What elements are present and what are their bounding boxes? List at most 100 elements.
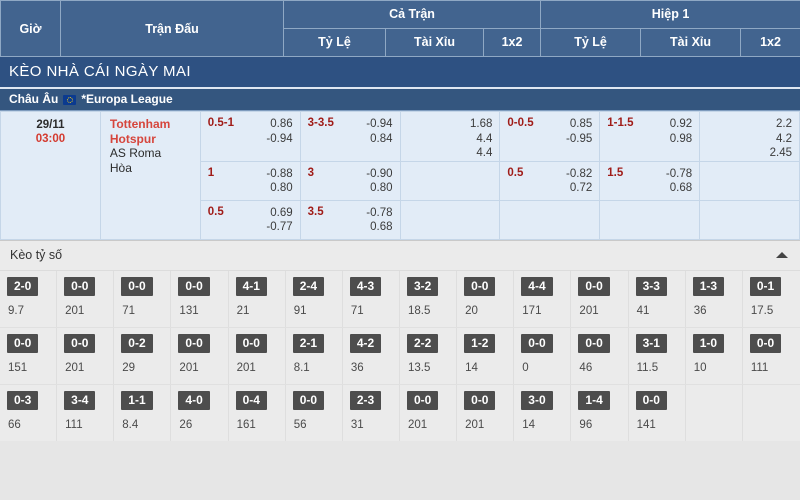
correct-score-cell[interactable]: 4-1 21	[228, 270, 286, 327]
score-odds[interactable]: 71	[350, 304, 364, 317]
score-odds[interactable]: 29	[122, 361, 136, 374]
column-header-time[interactable]: Giờ	[0, 0, 61, 57]
score-chip[interactable]: 0-0	[178, 276, 210, 296]
correct-score-cell[interactable]: 2-0 9.7	[0, 270, 58, 327]
odds-value[interactable]: -0.94	[366, 118, 393, 130]
score-odds[interactable]: 201	[236, 361, 256, 374]
correct-score-cell[interactable]: 2-1 8.1	[285, 327, 343, 384]
correct-score-cell[interactable]: 1-2 14	[457, 327, 515, 384]
score-chip[interactable]: 3-1	[635, 333, 667, 353]
score-odds[interactable]: 9.7	[8, 304, 24, 317]
score-odds[interactable]: 36	[693, 304, 707, 317]
correct-score-cell[interactable]: 4-0 26	[171, 384, 229, 441]
cell-handicap-ft-2[interactable]: 1 -0.88 0.80	[199, 160, 301, 201]
cell-1x2-ft-1[interactable]: 1.68 4.4 4.4	[399, 111, 501, 162]
score-chip[interactable]: 0-0	[464, 276, 496, 296]
correct-score-cell[interactable]: 0-0 141	[628, 384, 686, 441]
odds-value[interactable]: 1.68	[469, 118, 493, 130]
score-chip[interactable]: 4-3	[349, 276, 382, 296]
score-chip[interactable]: 1-4	[578, 390, 610, 410]
correct-score-cell[interactable]: 2-2 13.5	[399, 327, 458, 384]
odds-value[interactable]: -0.94	[266, 132, 293, 145]
odds-value[interactable]: 0.72	[569, 182, 593, 194]
correct-score-cell[interactable]: 1-1 8.4	[114, 384, 172, 441]
score-odds[interactable]: 201	[579, 304, 599, 317]
correct-score-cell[interactable]: 0-0 20	[457, 270, 515, 327]
score-chip[interactable]: 1-0	[692, 333, 725, 353]
correct-score-cell[interactable]: 0-0 151	[0, 327, 58, 384]
score-odds[interactable]: 13.5	[407, 361, 431, 374]
score-odds[interactable]: 151	[8, 361, 28, 374]
score-odds[interactable]: 21	[236, 304, 250, 317]
correct-score-cell[interactable]: 0-0 46	[571, 327, 629, 384]
score-chip[interactable]: 0-0	[64, 333, 96, 353]
odds-value[interactable]: 0.69	[270, 206, 293, 219]
score-chip[interactable]: 4-4	[521, 276, 553, 296]
score-chip[interactable]: 4-0	[178, 390, 210, 410]
odds-value[interactable]: 0.68	[669, 182, 693, 194]
correct-score-cell[interactable]: 0-0 111	[742, 327, 800, 384]
correct-score-cell[interactable]: 0-0 201	[171, 327, 229, 384]
score-odds[interactable]: 14	[465, 361, 478, 374]
odds-value[interactable]: -0.78	[366, 206, 393, 219]
correct-score-cell[interactable]: 0-2 29	[114, 327, 172, 384]
score-chip[interactable]: 0-0	[578, 276, 610, 296]
correct-score-cell[interactable]: 0-3 66	[0, 384, 58, 441]
score-chip[interactable]: 3-2	[406, 276, 439, 296]
score-chip[interactable]: 0-0	[121, 276, 153, 296]
score-chip[interactable]: 0-0	[7, 333, 39, 353]
column-header-match[interactable]: Trận Đấu	[60, 0, 284, 57]
score-chip[interactable]: 2-3	[349, 390, 382, 410]
score-chip[interactable]: 0-0	[749, 333, 782, 353]
odds-value[interactable]: -0.90	[366, 167, 393, 180]
correct-score-cell[interactable]: 0-0 201	[399, 384, 458, 441]
correct-score-cell[interactable]: 3-2 18.5	[399, 270, 458, 327]
score-chip[interactable]: 0-0	[406, 390, 439, 410]
correct-score-cell[interactable]: 0-0 131	[171, 270, 229, 327]
odds-value[interactable]: 4.4	[476, 132, 493, 145]
correct-score-cell[interactable]: 2-3 31	[342, 384, 400, 441]
score-odds[interactable]: 41	[636, 304, 650, 317]
score-odds[interactable]: 201	[65, 361, 85, 374]
score-chip[interactable]: 2-2	[406, 333, 439, 353]
score-chip[interactable]: 0-0	[235, 333, 267, 353]
odds-value[interactable]: -0.82	[566, 167, 593, 180]
score-chip[interactable]: 2-4	[292, 276, 325, 296]
correct-score-cell[interactable]: 4-3 71	[342, 270, 400, 327]
correct-score-header[interactable]: Kèo tỷ số	[0, 240, 800, 271]
score-odds[interactable]: 96	[579, 418, 593, 431]
cell-overunder-h1-1[interactable]: 1-1.5 0.92 0.98	[599, 111, 701, 162]
caret-up-icon[interactable]	[776, 251, 788, 258]
score-chip[interactable]: 1-3	[692, 276, 725, 296]
score-chip[interactable]: 0-4	[235, 390, 267, 410]
correct-score-cell[interactable]: 0-4 161	[228, 384, 286, 441]
odds-value[interactable]: -0.88	[266, 167, 293, 180]
score-chip[interactable]: 0-0	[464, 390, 496, 410]
team-away[interactable]: AS Roma	[109, 146, 162, 160]
score-chip[interactable]: 3-4	[64, 390, 96, 410]
score-chip[interactable]: 0-0	[64, 276, 96, 296]
score-odds[interactable]: 111	[750, 361, 769, 374]
score-odds[interactable]: 0	[522, 361, 529, 374]
score-chip[interactable]: 0-2	[121, 333, 153, 353]
score-chip[interactable]: 0-0	[635, 390, 667, 410]
score-odds[interactable]: 91	[293, 304, 307, 317]
correct-score-cell[interactable]: 0-0 71	[114, 270, 172, 327]
score-odds[interactable]: 111	[65, 418, 83, 431]
cell-handicap-ft-3[interactable]: 0.5 0.69 -0.77	[199, 199, 301, 240]
odds-value[interactable]: 0.85	[569, 118, 593, 130]
column-header-handicap-h1[interactable]: Tỷ Lệ	[540, 28, 642, 57]
score-odds[interactable]: 201	[407, 418, 428, 431]
correct-score-cell[interactable]: 0-0 201	[228, 327, 286, 384]
score-chip[interactable]: 2-0	[7, 276, 39, 296]
cell-handicap-h1-1[interactable]: 0-0.5 0.85 -0.95	[499, 111, 601, 162]
team-home[interactable]: Tottenham Hotspur	[109, 117, 171, 146]
odds-value[interactable]: 0.86	[270, 118, 293, 130]
score-chip[interactable]: 0-3	[7, 390, 39, 410]
score-odds[interactable]: 11.5	[636, 361, 659, 374]
score-odds[interactable]: 31	[350, 418, 364, 431]
correct-score-cell[interactable]: 4-2 36	[342, 327, 400, 384]
score-odds[interactable]: 71	[122, 304, 136, 317]
correct-score-cell[interactable]: 2-4 91	[285, 270, 343, 327]
score-odds[interactable]: 171	[522, 304, 542, 317]
